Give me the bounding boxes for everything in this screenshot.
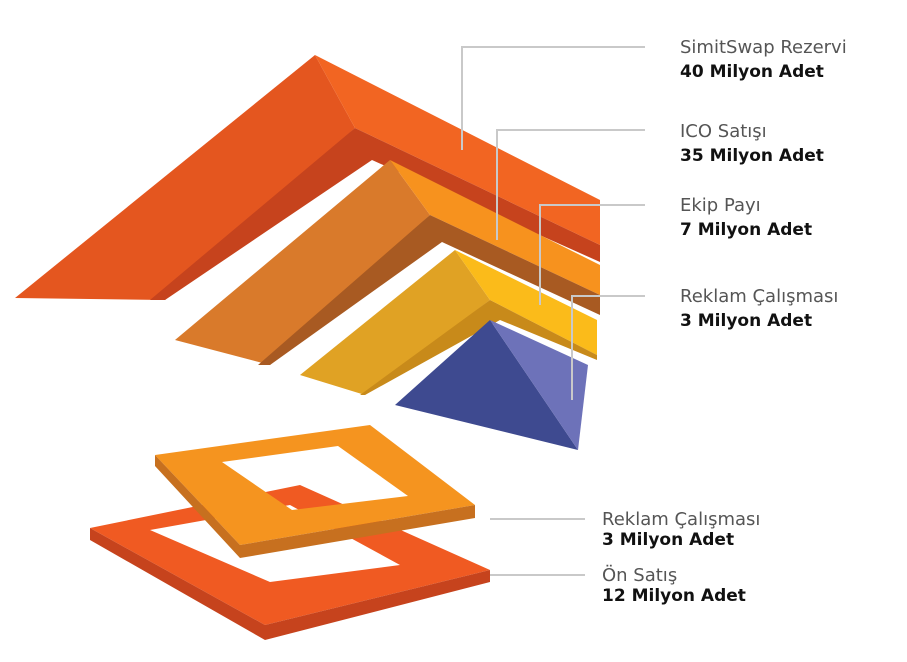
label-name: Ön Satış [602,564,677,586]
label-amount: 7 Milyon Adet [680,220,812,240]
layer-simitswap [15,55,600,300]
label-amount: 12 Milyon Adet [602,586,746,606]
label-name: Ekip Payı [680,195,761,216]
layer-reklam [395,320,588,450]
layer-ekip [300,250,597,395]
label-name: Reklam Çalışması [680,286,838,307]
label-name: Reklam Çalışması [602,509,760,530]
label-amount: 3 Milyon Adet [602,530,734,550]
label-amount: 35 Milyon Adet [680,146,824,166]
layer-ico [175,160,600,365]
label-name: ICO Satışı [680,121,767,142]
label-amount: 40 Milyon Adet [680,62,824,82]
label-amount: 3 Milyon Adet [680,311,812,331]
frame-reklam [155,425,475,558]
leader-lines [461,46,645,576]
label-name: SimitSwap Rezervi [680,37,847,58]
frame-on-satis [90,485,490,640]
